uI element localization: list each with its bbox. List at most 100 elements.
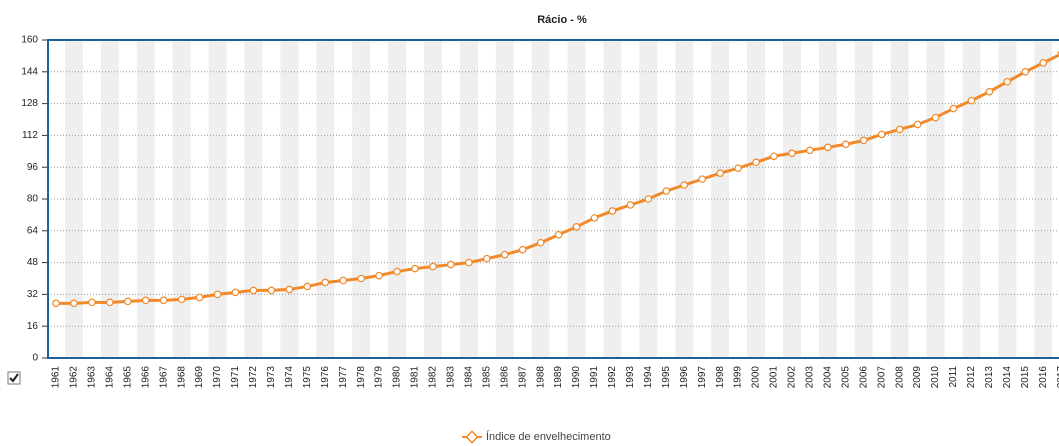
plot-frame: [47, 39, 1059, 359]
checkbox[interactable]: [7, 371, 21, 385]
point: [357, 274, 365, 283]
legend-label: Índice de envelhecimento: [486, 430, 611, 443]
point: [806, 146, 814, 155]
point: [124, 297, 132, 306]
x-tick-label: 1982: [428, 366, 439, 389]
x-tick-label: 2011: [948, 366, 959, 388]
chart-title: Rácio - %: [537, 14, 587, 26]
point: [788, 149, 796, 158]
point: [949, 104, 958, 113]
point: [824, 143, 832, 152]
point: [985, 87, 994, 96]
band: [208, 40, 227, 358]
point: [1003, 77, 1012, 86]
x-tick-label: 1970: [212, 366, 223, 389]
band: [172, 40, 191, 358]
band: [818, 40, 837, 358]
y-tick-label: 96: [27, 162, 39, 173]
x-tick-label: 2007: [876, 366, 887, 389]
point: [321, 278, 330, 287]
x-tick-label: 1983: [446, 366, 457, 389]
point: [716, 169, 724, 177]
band: [962, 40, 981, 358]
point: [339, 276, 348, 285]
point: [447, 260, 455, 269]
point: [285, 285, 294, 294]
x-tick-label: 2017: [1056, 366, 1059, 389]
x-tick-label: 2015: [1020, 366, 1031, 389]
x-tick-label: 1964: [104, 366, 115, 389]
x-tick-label: 1976: [320, 366, 331, 389]
x-tick-label: 1985: [481, 366, 492, 389]
x-tick-label: 1961: [51, 366, 62, 389]
x-tick-label: 1981: [410, 366, 421, 389]
band: [890, 40, 909, 358]
point: [1039, 59, 1048, 67]
x-tick-label: 2002: [787, 366, 798, 389]
x-tick-label: 1999: [733, 366, 744, 389]
x-tick-label: 1980: [392, 366, 403, 389]
x-tick-label: 1993: [625, 366, 636, 389]
band: [136, 40, 155, 358]
y-tick-label: 80: [27, 194, 39, 205]
point: [608, 207, 617, 215]
point: [177, 295, 186, 304]
point: [644, 195, 653, 203]
y-tick-label: 144: [21, 66, 38, 77]
point: [141, 296, 150, 305]
point: [590, 214, 599, 222]
x-tick-label: 1998: [715, 366, 726, 389]
x-tick-label: 2003: [805, 366, 816, 389]
point: [931, 113, 940, 122]
band: [388, 40, 407, 358]
point: [465, 258, 473, 267]
x-tick-label: 1965: [122, 366, 133, 389]
point: [752, 158, 760, 167]
point: [859, 136, 868, 145]
x-tick-label: 1969: [194, 366, 205, 389]
y-tick-label: 32: [27, 289, 39, 300]
x-tick-label: 2010: [930, 366, 941, 389]
point: [841, 140, 850, 149]
point: [698, 175, 707, 183]
point: [536, 238, 545, 247]
y-tick-label: 0: [32, 353, 38, 364]
x-tick-label: 2006: [858, 366, 869, 389]
x-tick-label: 2005: [840, 366, 851, 389]
point: [106, 298, 114, 307]
x-tick-label: 2009: [912, 366, 923, 389]
y-tick-label: 48: [27, 257, 39, 268]
band: [998, 40, 1017, 358]
y-tick-label: 160: [21, 35, 38, 46]
band: [100, 40, 119, 358]
point: [429, 262, 437, 271]
x-tick-label: 1990: [571, 366, 582, 389]
point: [913, 120, 922, 129]
point: [1021, 68, 1030, 76]
x-tick-label: 2012: [966, 366, 977, 389]
x-tick-label: 1978: [356, 366, 367, 389]
point: [877, 130, 886, 139]
x-tick-label: 1997: [697, 366, 708, 389]
point: [267, 286, 276, 295]
band: [244, 40, 263, 358]
x-tick-label: 2000: [751, 366, 762, 389]
point: [159, 296, 168, 305]
x-tick-label: 1962: [69, 366, 80, 389]
x-tick-label: 1974: [284, 366, 295, 389]
band: [280, 40, 299, 358]
point: [249, 286, 258, 295]
point: [895, 125, 904, 134]
x-tick-label: 1991: [589, 366, 600, 389]
point: [195, 293, 204, 302]
x-tick-label: 2004: [822, 366, 833, 389]
x-tick-label: 2008: [894, 366, 905, 389]
point: [626, 201, 635, 209]
point: [231, 288, 240, 297]
x-tick-label: 2001: [769, 366, 780, 389]
point: [500, 250, 509, 259]
point: [375, 271, 383, 280]
x-tick-label: 1973: [266, 366, 277, 389]
point: [393, 267, 401, 276]
